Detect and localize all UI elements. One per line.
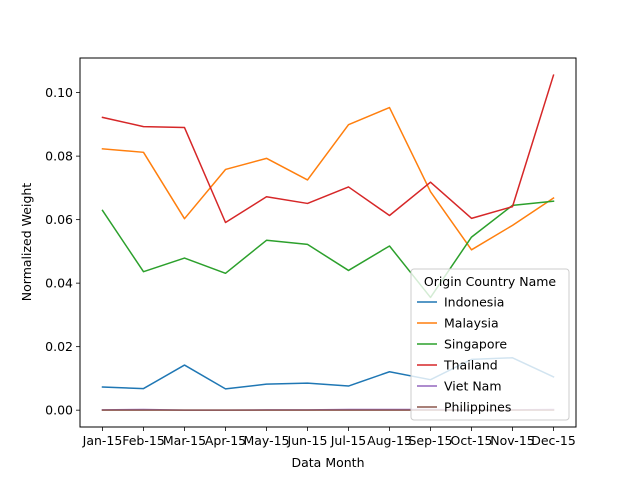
x-tick-label: Nov-15 (490, 433, 534, 448)
x-tick-label: Jul-15 (330, 433, 367, 448)
legend-box (410, 268, 570, 421)
x-tick-label: Jun-15 (287, 433, 328, 448)
x-tick-label: Aug-15 (367, 433, 412, 448)
legend-label-indonesia: Indonesia (444, 295, 504, 310)
legend-label-philippines: Philippines (444, 400, 511, 415)
legend-items: Indonesia Malaysia Singapore Thailand Viet N… (417, 295, 511, 415)
legend-label-viet-nam: Viet Nam (444, 379, 502, 394)
y-tick-label: 0.02 (45, 339, 73, 354)
y-tick-label: 0.04 (45, 276, 73, 291)
y-tick-label: 0.00 (45, 403, 73, 418)
y-axis-ticks: 0.00 0.02 0.04 0.06 0.08 0.10 (45, 85, 80, 418)
x-axis-label: Data Month (292, 455, 365, 470)
legend-label-thailand: Thailand (443, 358, 498, 373)
legend: Origin Country Name Indonesia Malaysia Sin… (410, 268, 570, 421)
y-axis-label: Normalized Weight (19, 183, 34, 302)
legend-label-malaysia: Malaysia (444, 316, 499, 331)
y-tick-label: 0.06 (45, 212, 73, 227)
series-line-thailand (101, 74, 555, 224)
x-tick-label: Oct-15 (450, 433, 492, 448)
x-tick-label: Jan-15 (82, 433, 123, 448)
y-tick-label: 0.08 (45, 149, 73, 164)
axes-frame (79, 57, 577, 428)
x-tick-label: Feb-15 (122, 433, 165, 448)
x-tick-label: Mar-15 (163, 433, 206, 448)
x-tick-label: Dec-15 (531, 433, 576, 448)
x-tick-label: May-15 (243, 433, 289, 448)
legend-label-singapore: Singapore (444, 337, 507, 352)
series-line-malaysia (101, 106, 555, 251)
legend-title: Origin Country Name (424, 274, 557, 289)
series-line-singapore (101, 200, 555, 299)
y-tick-label: 0.10 (45, 85, 73, 100)
x-tick-label: Sep-15 (409, 433, 453, 448)
x-tick-label: Apr-15 (205, 433, 246, 448)
